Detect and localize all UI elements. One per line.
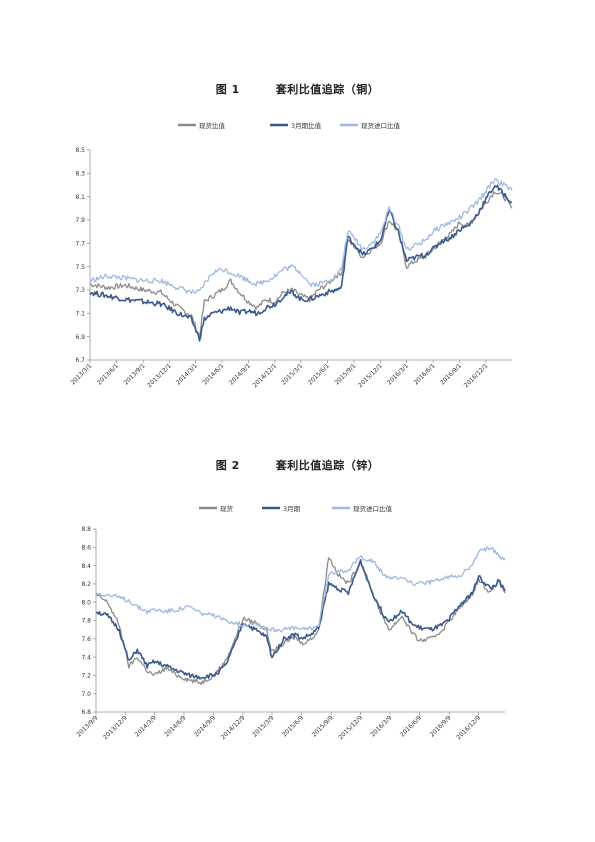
x-tick-label: 2016/3/1 [386, 362, 410, 386]
y-tick-label: 7.0 [81, 691, 91, 698]
x-tick-label: 2013/3/1 [69, 362, 93, 386]
x-tick-label: 2016/6/1 [413, 362, 437, 386]
series-line-2 [89, 178, 513, 295]
series-line-0 [89, 191, 513, 338]
y-tick-label: 7.6 [81, 636, 91, 643]
y-tick-label: 7.9 [75, 217, 85, 224]
y-tick-label: 7.7 [75, 241, 85, 248]
x-tick-label: 2014/9/1 [228, 362, 252, 386]
legend-item-0: 现货比值 [178, 121, 226, 130]
y-tick-label: 8.1 [75, 194, 85, 201]
y-tick-label: 8.8 [81, 526, 91, 533]
y-tick-label: 7.1 [75, 311, 85, 318]
series-line-0 [95, 557, 506, 686]
x-tick-label: 2015/3/1 [280, 362, 304, 386]
y-tick-label: 6.9 [75, 334, 85, 341]
y-tick-label: 8.6 [81, 545, 91, 552]
x-tick-label: 2015/12/9 [337, 714, 364, 741]
figure1-title: 图 1 套利比值追踪（铜） [0, 81, 595, 97]
x-tick-label: 2015/12/1 [357, 362, 384, 389]
figure1-number: 图 1 [215, 83, 240, 96]
x-tick-label: 2013/9/9 [75, 714, 99, 738]
x-tick-label: 2016/3/9 [369, 714, 393, 738]
x-tick-label: 2016/6/9 [399, 714, 423, 738]
x-tick-label: 2014/6/1 [201, 362, 225, 386]
figure2-title-text: 套利比值追踪（锌） [275, 459, 380, 472]
series-line-2 [95, 546, 506, 633]
x-tick-label: 2016/12/9 [455, 714, 482, 741]
x-tick-label: 2013/12/1 [146, 362, 173, 389]
x-tick-label: 2014/3/9 [134, 714, 158, 738]
legend-item-0: 现货 [199, 504, 234, 513]
x-tick-label: 2014/3/1 [175, 362, 199, 386]
y-tick-label: 7.3 [75, 287, 85, 294]
y-tick-label: 8.4 [81, 563, 91, 570]
x-tick-label: 2014/6/9 [163, 714, 187, 738]
x-tick-label: 2015/6/1 [307, 362, 331, 386]
y-tick-label: 7.5 [75, 264, 85, 271]
x-tick-label: 2015/3/9 [251, 714, 275, 738]
copper-ratio-chart: 现货比值 3月期比值 现货进口比值 6.7 6.9 7.1 7.3 7.5 7.7 7.9 8.1 8… [69, 121, 513, 389]
y-tick-label: 6.7 [75, 357, 85, 364]
legend-item-2: 现货进口比值 [332, 504, 393, 513]
legend-item-1: 3月期比值 [270, 121, 322, 130]
x-tick-label: 2013/12/9 [102, 714, 129, 741]
x-tick-label: 2016/9/9 [429, 714, 453, 738]
figure2-title: 图 2 套利比值追踪（锌） [0, 457, 595, 473]
x-tick-label: 2016/12/1 [463, 362, 490, 389]
y-tick-label: 6.8 [81, 709, 91, 716]
series-line-1 [89, 184, 513, 342]
y-tick-label: 7.4 [81, 654, 91, 661]
figure1-title-text: 套利比值追踪（铜） [275, 83, 380, 96]
y-tick-label: 7.2 [81, 673, 91, 680]
y-tick-label: 7.8 [81, 618, 91, 625]
legend-label: 3月期 [283, 505, 301, 513]
figure2-number: 图 2 [215, 459, 240, 472]
legend-label: 3月期比值 [291, 121, 322, 130]
x-tick-label: 2014/12/9 [220, 714, 247, 741]
legend-label: 现货比值 [199, 121, 226, 130]
x-tick-label: 2015/9/9 [311, 714, 335, 738]
x-tick-label: 2016/9/1 [439, 362, 463, 386]
y-tick-label: 8.5 [75, 147, 85, 154]
legend-label: 现货进口比值 [353, 504, 393, 513]
x-tick-label: 2014/12/1 [252, 362, 279, 389]
legend-item-1: 3月期 [262, 505, 301, 513]
legend-label: 现货 [220, 504, 234, 513]
x-tick-label: 2013/6/1 [96, 362, 120, 386]
y-tick-label: 8.2 [81, 581, 91, 588]
legend-label: 现货进口比值 [361, 121, 401, 130]
y-tick-label: 8.3 [75, 171, 85, 178]
y-tick-label: 8.0 [81, 599, 91, 606]
x-tick-label: 2015/6/9 [281, 714, 305, 738]
x-tick-label: 2015/9/1 [333, 362, 357, 386]
zinc-ratio-chart: 现货 3月期 现货进口比值 6.8 7.0 7.2 7.4 7.6 7.8 8.0 8.2 8.4 8.… [75, 504, 506, 741]
series-line-1 [96, 559, 506, 680]
x-tick-label: 2013/9/1 [123, 362, 147, 386]
legend-item-2: 现货进口比值 [340, 121, 401, 130]
x-tick-label: 2014/9/9 [193, 714, 217, 738]
